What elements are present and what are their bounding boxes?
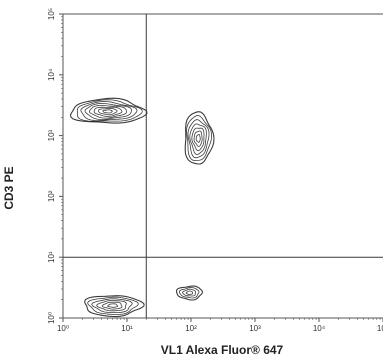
contour-line (178, 287, 200, 299)
contour-line (97, 107, 118, 116)
contour-line (102, 109, 113, 114)
contour-line (187, 119, 210, 159)
x-axis-title: VL1 Alexa Fluor® 647 (161, 343, 284, 357)
contour-line (189, 123, 207, 155)
contour-line (101, 301, 123, 310)
contour-line (184, 111, 215, 165)
contour-line (91, 298, 133, 313)
contour-line (88, 105, 127, 119)
y-tick-label: 10² (47, 190, 56, 202)
x-tick-label: 10¹ (121, 324, 133, 333)
x-tick-label: 10⁴ (313, 324, 326, 333)
y-axis-title: CD3 PE (2, 166, 16, 209)
axis-ticks: 10⁰ 10¹ 10² 10³ 10⁴ 10⁵ 10⁰ 10¹ 10² 10³ 10⁴ 10⁵ (47, 8, 383, 333)
contour-line (195, 133, 201, 143)
y-tick-label: 10⁵ (47, 8, 56, 20)
x-tick-label: 10² (185, 324, 197, 333)
y-tick-label: 10⁰ (47, 312, 56, 324)
contour-line (186, 115, 213, 162)
gate-lines (63, 14, 383, 318)
contour-line (107, 303, 119, 308)
contour-line (175, 285, 203, 301)
plot-frame (62, 13, 383, 319)
contour-line (84, 102, 132, 120)
x-tick-label: 10⁰ (57, 324, 69, 333)
contour-line (69, 97, 148, 124)
contour-line (182, 288, 197, 297)
contour-line (191, 127, 205, 152)
contour-line (87, 296, 139, 316)
contour-line (93, 106, 123, 117)
contour-line (96, 300, 127, 312)
contour-line (193, 130, 203, 147)
contour-line (185, 290, 194, 295)
x-tick-label: 10³ (249, 324, 261, 333)
y-tick-label: 10¹ (47, 251, 56, 263)
contour-layer (69, 97, 215, 318)
contour-line (80, 101, 138, 122)
x-tick-label: 10⁵ (377, 324, 383, 333)
y-tick-label: 10⁴ (47, 68, 56, 81)
y-tick-label: 10³ (47, 129, 56, 141)
contour-line (84, 295, 145, 318)
contour-line (76, 99, 143, 122)
